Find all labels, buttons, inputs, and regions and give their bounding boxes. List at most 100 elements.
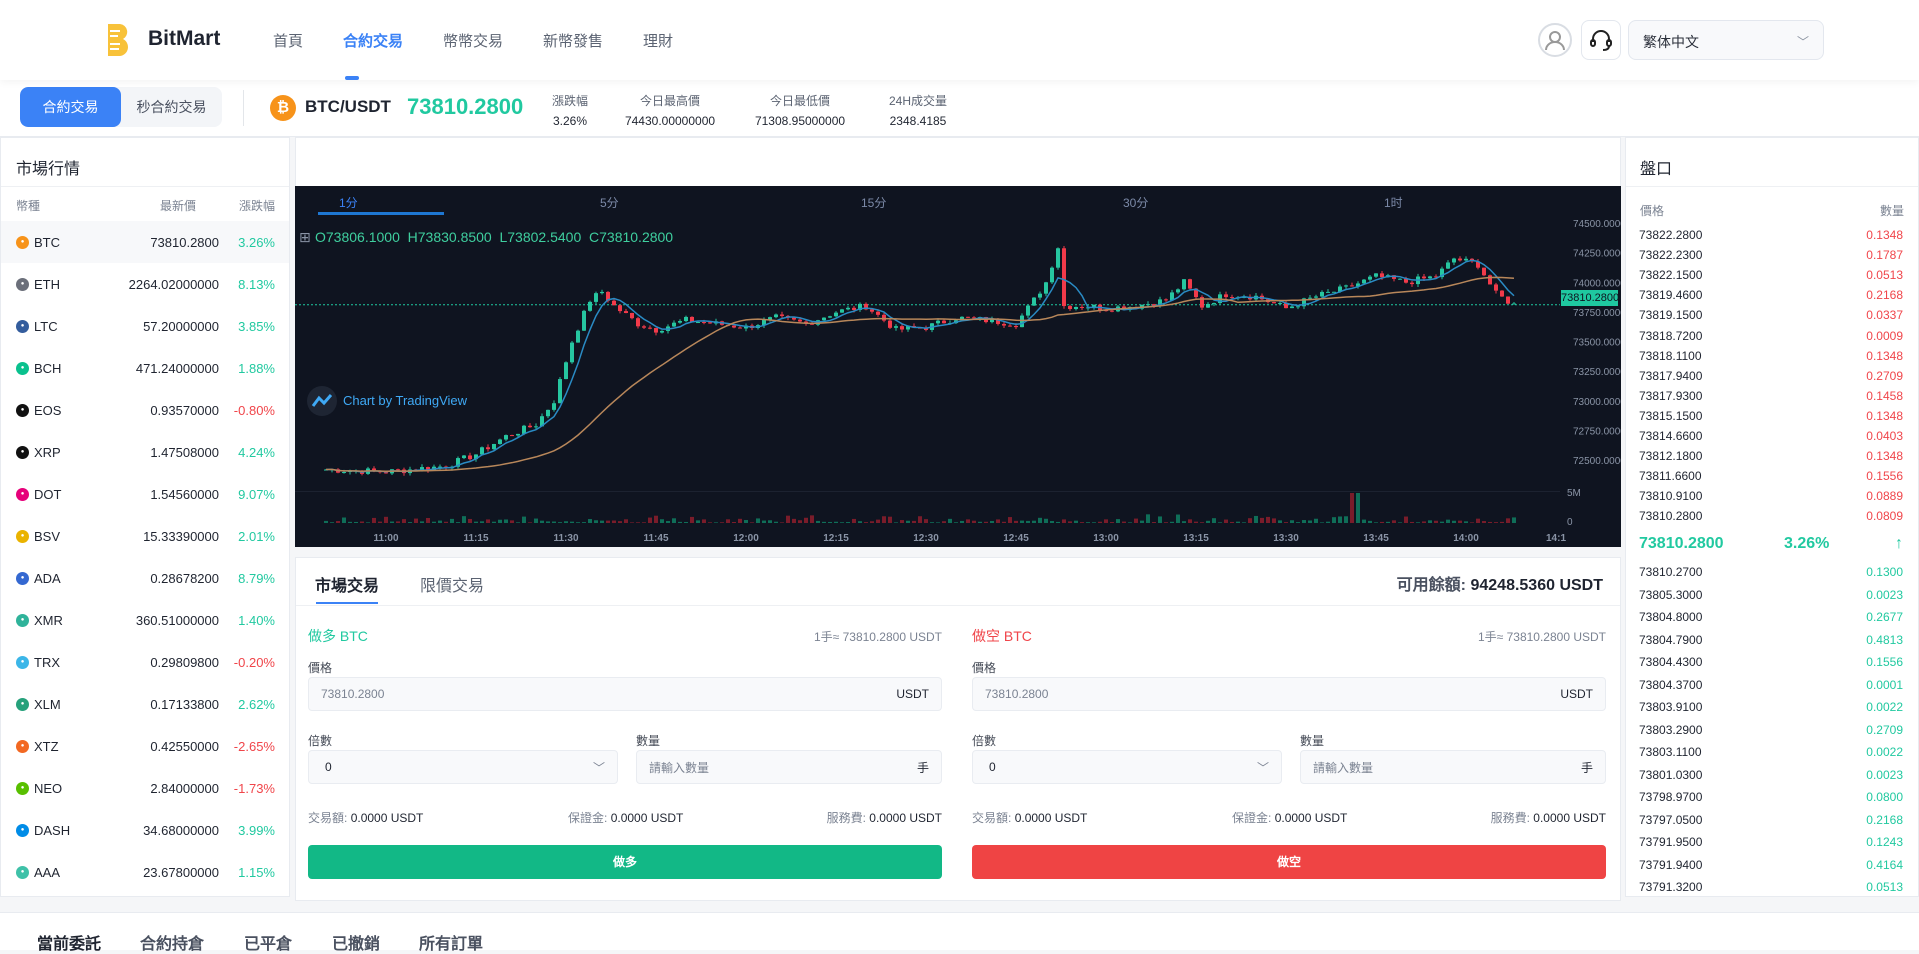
market-row-bsv[interactable]: ● BSV 15.33390000 2.01% — [1, 515, 289, 557]
short-submit-button[interactable]: 做空 — [972, 845, 1606, 879]
market-row-neo[interactable]: ● NEO 2.84000000 -1.73% — [1, 767, 289, 809]
market-row-trx[interactable]: ● TRX 0.29809800 -0.20% — [1, 641, 289, 683]
ask-row[interactable]: 73814.6600 0.0403 — [1639, 429, 1903, 449]
ask-row[interactable]: 73812.1800 0.1348 — [1639, 449, 1903, 469]
market-row-btc[interactable]: ● BTC 73810.2800 3.26% — [1, 221, 289, 263]
support-button[interactable] — [1581, 20, 1621, 60]
user-avatar[interactable] — [1538, 23, 1572, 57]
bid-row[interactable]: 73798.9700 0.0800 — [1639, 790, 1903, 810]
bid-row[interactable]: 73797.0500 0.2168 — [1639, 813, 1903, 833]
nav-new-listing[interactable]: 新幣發售 — [543, 33, 604, 50]
bid-row[interactable]: 73804.7900 0.4813 — [1639, 633, 1903, 653]
candle-body — [942, 320, 946, 324]
short-quantity-input[interactable]: 請輸入數量 手 — [1300, 750, 1606, 784]
long-leverage-select[interactable]: 0 ﹀ — [308, 750, 618, 784]
ask-row[interactable]: 73810.2800 0.0809 — [1639, 509, 1903, 529]
orders-tab-4[interactable]: 所有訂單 — [419, 936, 484, 953]
coin-symbol: ETH — [34, 276, 60, 292]
timeframe-tab-2[interactable]: 15分 — [861, 196, 887, 210]
ask-price: 73817.9300 — [1639, 388, 1703, 403]
language-select[interactable]: 繁体中文 ﹀ — [1628, 20, 1824, 60]
ask-row[interactable]: 73819.1500 0.0337 — [1639, 308, 1903, 328]
bid-row[interactable]: 73791.9500 0.1243 — [1639, 835, 1903, 855]
market-row-bch[interactable]: ● BCH 471.24000000 1.88% — [1, 347, 289, 389]
bid-row[interactable]: 73801.0300 0.0023 — [1639, 768, 1903, 788]
market-row-dot[interactable]: ● DOT 1.54560000 9.07% — [1, 473, 289, 515]
volume-bar — [414, 518, 418, 523]
timeframe-tab-3[interactable]: 30分 — [1123, 196, 1149, 210]
market-row-xlm[interactable]: ● XLM 0.17133800 2.62% — [1, 683, 289, 725]
market-row-aaa[interactable]: ● AAA 23.67800000 1.15% — [1, 851, 289, 893]
ask-row[interactable]: 73815.1500 0.1348 — [1639, 409, 1903, 429]
bid-row[interactable]: 73804.8000 0.2677 — [1639, 610, 1903, 630]
candle-body — [1056, 248, 1060, 268]
brand-name[interactable]: BitMart — [148, 27, 221, 50]
bid-row[interactable]: 73791.9400 0.4164 — [1639, 858, 1903, 878]
nav-finance[interactable]: 理財 — [643, 33, 674, 50]
bid-row[interactable]: 73803.2900 0.2709 — [1639, 723, 1903, 743]
market-row-eos[interactable]: ● EOS 0.93570000 -0.80% — [1, 389, 289, 431]
short-price-input[interactable]: 73810.2800 USDT — [972, 677, 1606, 711]
volume-bar — [1506, 518, 1510, 523]
candlestick-plot[interactable]: 74500.0000 74250.0000 74000.0000 73750.0000… — [295, 186, 1621, 547]
tab-limit-order[interactable]: 限價交易 — [420, 578, 485, 595]
ask-row[interactable]: 73817.9400 0.2709 — [1639, 369, 1903, 389]
long-submit-button[interactable]: 做多 — [308, 845, 942, 879]
ask-row[interactable]: 73810.9100 0.0889 — [1639, 489, 1903, 509]
short-leverage-select[interactable]: 0 ﹀ — [972, 750, 1282, 784]
volume-bar — [1362, 519, 1366, 523]
xlm-coin-icon: ● — [16, 697, 29, 711]
volume-bar — [1158, 516, 1162, 523]
ask-row[interactable]: 73817.9300 0.1458 — [1639, 389, 1903, 409]
volume-bar — [1038, 517, 1042, 523]
volume-bar — [570, 521, 574, 523]
market-row-xrp[interactable]: ● XRP 1.47508000 4.24% — [1, 431, 289, 473]
coin-change: 2.62% — [238, 696, 275, 712]
trading-pair[interactable]: BTC/USDT — [305, 97, 391, 116]
ask-row[interactable]: 73822.2800 0.1348 — [1639, 228, 1903, 248]
ask-price: 73815.1500 — [1639, 408, 1703, 423]
bid-row[interactable]: 73791.3200 0.0513 — [1639, 880, 1903, 900]
market-row-xmr[interactable]: ● XMR 360.51000000 1.40% — [1, 599, 289, 641]
timeframe-tab-1[interactable]: 5分 — [600, 196, 619, 210]
coin-symbol: EOS — [34, 402, 62, 418]
ask-row[interactable]: 73822.1500 0.0513 — [1639, 268, 1903, 288]
tradingview-watermark[interactable]: Chart by TradingView — [343, 393, 468, 408]
ask-row[interactable]: 73819.4600 0.2168 — [1639, 288, 1903, 308]
ask-row[interactable]: 73811.6600 0.1556 — [1639, 469, 1903, 489]
bid-row[interactable]: 73803.9100 0.0022 — [1639, 700, 1903, 720]
orders-tab-0[interactable]: 當前委託 — [37, 936, 102, 953]
bid-row[interactable]: 73804.4300 0.1556 — [1639, 655, 1903, 675]
timeframe-tab-4[interactable]: 1时 — [1384, 196, 1403, 210]
price-chart[interactable]: 1分5分15分30分1时日线 ⊞ O73806.1000 H73830.8500… — [295, 186, 1657, 547]
volume-bar — [498, 519, 502, 523]
ask-qty: 0.0809 — [1866, 509, 1903, 524]
orders-tab-2[interactable]: 已平倉 — [244, 936, 293, 953]
market-row-eth[interactable]: ● ETH 2264.02000000 8.13% — [1, 263, 289, 305]
ask-row[interactable]: 73818.1100 0.1348 — [1639, 349, 1903, 369]
bid-row[interactable]: 73803.1100 0.0022 — [1639, 745, 1903, 765]
nav-home[interactable]: 首頁 — [273, 33, 304, 50]
bitmart-logo-icon[interactable] — [104, 22, 130, 58]
tab-market-order[interactable]: 市場交易 — [315, 578, 380, 595]
bid-row[interactable]: 73804.3700 0.0001 — [1639, 678, 1903, 698]
expand-legend-icon[interactable]: ⊞ — [299, 229, 311, 245]
orders-tab-3[interactable]: 已撤銷 — [332, 936, 381, 953]
market-row-xtz[interactable]: ● XTZ 0.42550000 -2.65% — [1, 725, 289, 767]
bid-row[interactable]: 73810.2700 0.1300 — [1639, 565, 1903, 585]
long-price-input[interactable]: 73810.2800 USDT — [308, 677, 942, 711]
bid-row[interactable]: 73805.3000 0.0023 — [1639, 588, 1903, 608]
nav-spot-trading[interactable]: 幣幣交易 — [443, 33, 504, 50]
nav-contract-trading[interactable]: 合約交易 — [343, 33, 404, 50]
market-row-dash[interactable]: ● DASH 34.68000000 3.99% — [1, 809, 289, 851]
ask-row[interactable]: 73822.2300 0.1787 — [1639, 248, 1903, 268]
ask-row[interactable]: 73818.7200 0.0009 — [1639, 329, 1903, 349]
timeframe-tab-0[interactable]: 1分 — [339, 196, 358, 210]
orders-tab-1[interactable]: 合約持倉 — [140, 936, 205, 953]
mode-contract-button[interactable]: 合約交易 — [20, 87, 121, 127]
market-row-ltc[interactable]: ● LTC 57.20000000 3.85% — [1, 305, 289, 347]
long-quantity-input[interactable]: 請輸入數量 手 — [636, 750, 942, 784]
mode-second-contract-button[interactable]: 秒合約交易 — [136, 99, 207, 115]
market-row-ada[interactable]: ● ADA 0.28678200 8.79% — [1, 557, 289, 599]
headset-icon — [1590, 30, 1612, 51]
